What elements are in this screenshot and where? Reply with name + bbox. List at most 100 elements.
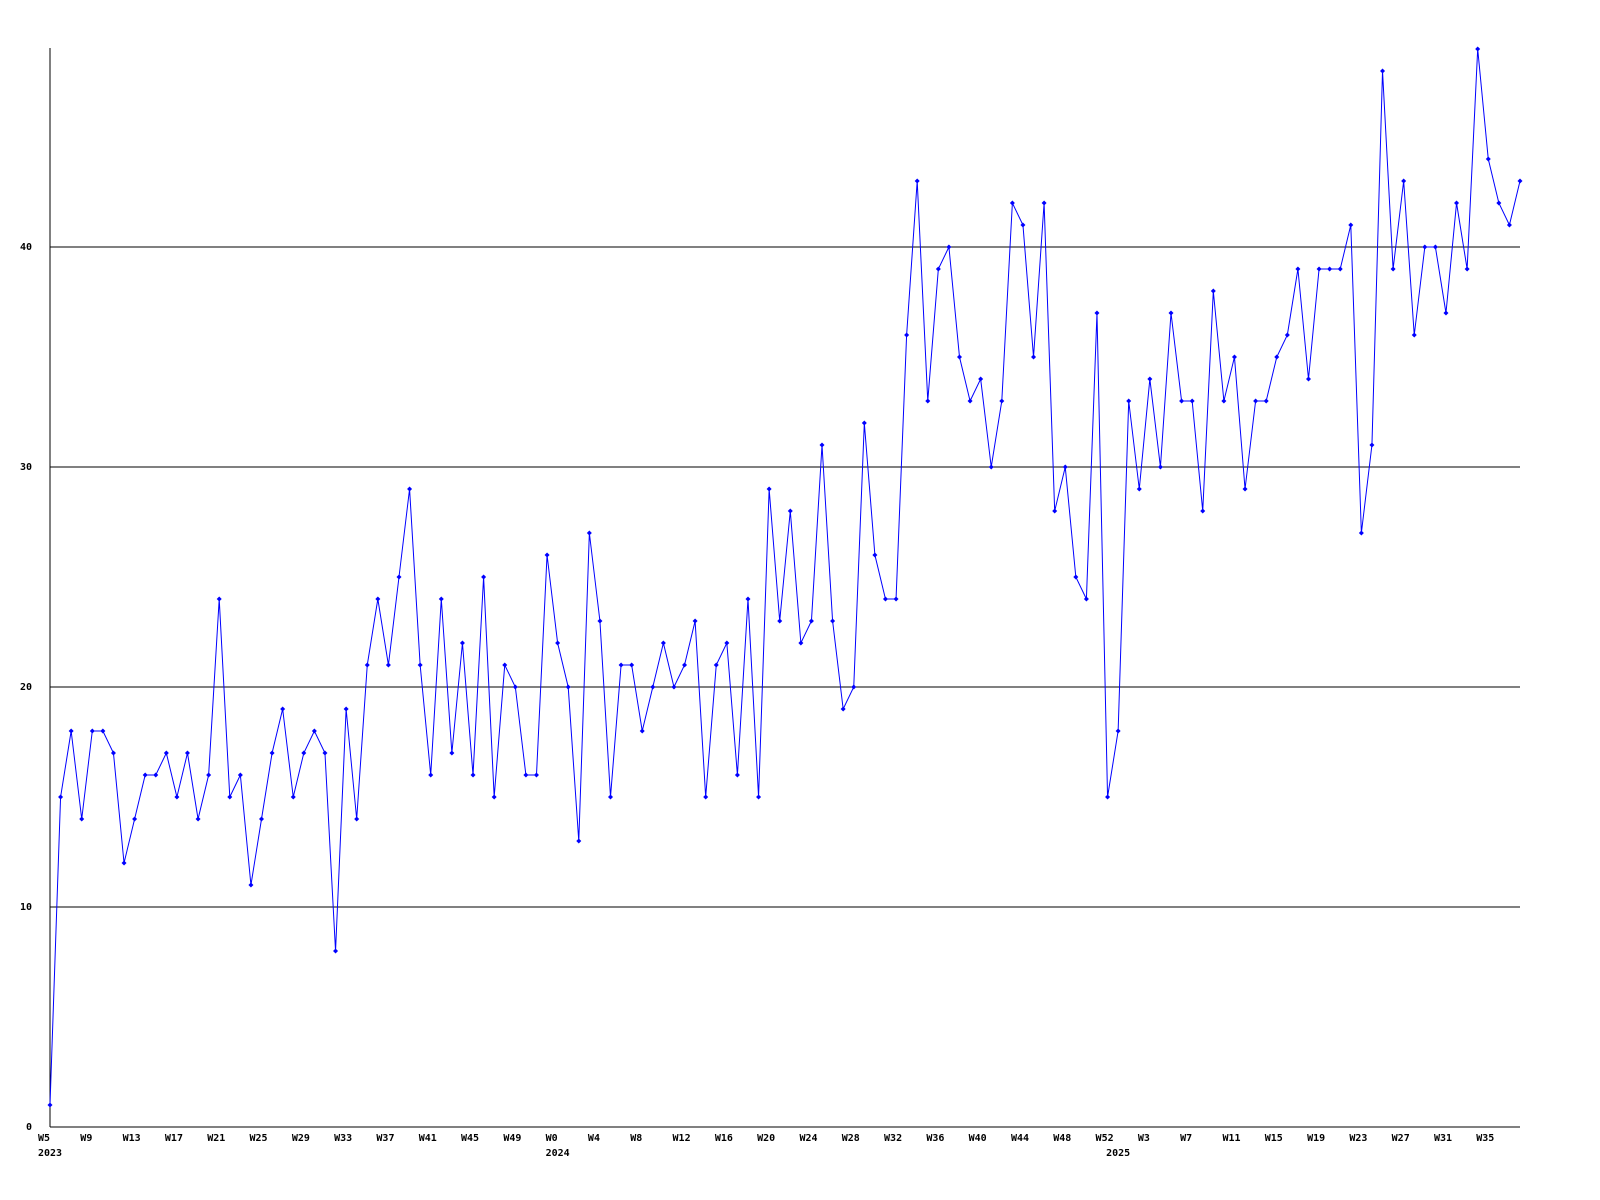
x-tick-label: W7 <box>1180 1133 1192 1144</box>
point <box>533 772 539 778</box>
point <box>1432 244 1438 250</box>
point <box>618 662 624 668</box>
x-tick-label: W32 <box>884 1133 902 1144</box>
point <box>322 750 328 756</box>
x-tick-label: W36 <box>926 1133 944 1144</box>
point <box>184 750 190 756</box>
point <box>1496 200 1502 206</box>
point <box>692 618 698 624</box>
point <box>301 750 307 756</box>
point <box>110 750 116 756</box>
point <box>290 794 296 800</box>
point <box>787 508 793 514</box>
point <box>713 662 719 668</box>
point <box>269 750 275 756</box>
point <box>1126 398 1132 404</box>
point <box>978 376 984 382</box>
point <box>1136 486 1142 492</box>
x-tick-label: W0 <box>546 1133 558 1144</box>
point <box>1475 46 1481 52</box>
point <box>893 596 899 602</box>
point <box>354 816 360 822</box>
point <box>660 640 666 646</box>
point <box>47 1102 53 1108</box>
point <box>1517 178 1523 184</box>
point <box>650 684 656 690</box>
x-tick-label: W40 <box>969 1133 987 1144</box>
point <box>100 728 106 734</box>
point <box>555 640 561 646</box>
x-tick-label: W29 <box>292 1133 310 1144</box>
point <box>1200 508 1206 514</box>
y-tick-label: 30 <box>20 462 32 473</box>
x-tick-label: W24 <box>799 1133 817 1144</box>
point <box>79 816 85 822</box>
point <box>1263 398 1269 404</box>
x-tick-label: W25 <box>250 1133 268 1144</box>
point <box>1094 310 1100 316</box>
point <box>459 640 465 646</box>
x-tick-label: W37 <box>376 1133 394 1144</box>
x-tick-label: W49 <box>503 1133 521 1144</box>
point <box>1464 266 1470 272</box>
point <box>1253 398 1259 404</box>
x-tick-label: W4 <box>588 1133 600 1144</box>
point <box>639 728 645 734</box>
point <box>840 706 846 712</box>
point <box>1411 332 1417 338</box>
point <box>798 640 804 646</box>
point <box>195 816 201 822</box>
point <box>724 640 730 646</box>
point <box>1009 200 1015 206</box>
point <box>808 618 814 624</box>
point <box>68 728 74 734</box>
x-tick-label: W27 <box>1392 1133 1410 1144</box>
point <box>544 552 550 558</box>
x-tick-label: W15 <box>1265 1133 1283 1144</box>
point <box>1454 200 1460 206</box>
point <box>1062 464 1068 470</box>
point <box>375 596 381 602</box>
y-tick-label: 10 <box>20 902 32 913</box>
point <box>946 244 952 250</box>
point <box>576 838 582 844</box>
point <box>1147 376 1153 382</box>
point <box>89 728 95 734</box>
point <box>1380 68 1386 74</box>
point <box>227 794 233 800</box>
point <box>967 398 973 404</box>
point <box>343 706 349 712</box>
point <box>470 772 476 778</box>
point <box>861 420 867 426</box>
point <box>766 486 772 492</box>
x-tick-label: W17 <box>165 1133 183 1144</box>
point <box>1485 156 1491 162</box>
point <box>216 596 222 602</box>
point <box>1369 442 1375 448</box>
x-tick-label: W11 <box>1222 1133 1240 1144</box>
point <box>1337 266 1343 272</box>
year-label: 2023 <box>38 1148 62 1159</box>
point <box>1284 332 1290 338</box>
point <box>364 662 370 668</box>
x-tick-label: W45 <box>461 1133 479 1144</box>
point <box>1020 222 1026 228</box>
x-tick-label: W5 <box>38 1133 50 1144</box>
point <box>333 948 339 954</box>
point <box>914 178 920 184</box>
point <box>1073 574 1079 580</box>
point <box>491 794 497 800</box>
point <box>1358 530 1364 536</box>
x-tick-label: W20 <box>757 1133 775 1144</box>
point <box>142 772 148 778</box>
point <box>1305 376 1311 382</box>
point <box>1115 728 1121 734</box>
x-tick-label: W41 <box>419 1133 437 1144</box>
x-tick-label: W48 <box>1053 1133 1071 1144</box>
point <box>819 442 825 448</box>
point <box>523 772 529 778</box>
point <box>502 662 508 668</box>
point <box>1221 398 1227 404</box>
x-tick-label: W16 <box>715 1133 733 1144</box>
